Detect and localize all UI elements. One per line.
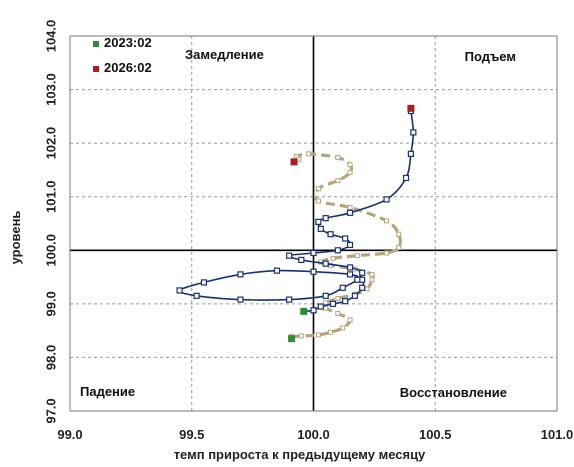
series-2-point bbox=[317, 225, 324, 232]
series-1-point bbox=[364, 286, 370, 292]
series-1-point bbox=[298, 333, 304, 339]
series-2-point bbox=[237, 296, 244, 303]
x-axis-title: темп прироста к предыдущему месяцу bbox=[174, 447, 426, 462]
series-2-point bbox=[286, 252, 293, 259]
end-point-marker bbox=[290, 158, 298, 166]
series-1-point bbox=[396, 245, 402, 251]
series-2-point bbox=[334, 247, 341, 254]
series-2-point bbox=[346, 264, 354, 271]
y-axis-title: уровень bbox=[8, 211, 23, 265]
series-2-point bbox=[410, 129, 417, 136]
series-1-point bbox=[335, 311, 341, 316]
series-1-point bbox=[384, 218, 390, 224]
series-2-point bbox=[339, 284, 346, 291]
series-2-point bbox=[310, 268, 317, 275]
series-2-point bbox=[359, 276, 366, 283]
series-2-point bbox=[402, 174, 410, 182]
series-1-point bbox=[315, 198, 321, 204]
series-2-point bbox=[354, 276, 361, 283]
series-2-point bbox=[322, 260, 329, 267]
series-1-point bbox=[330, 255, 336, 261]
series-1-point bbox=[315, 186, 321, 192]
y-tick-label: 98.0 bbox=[44, 345, 59, 370]
series-1-point bbox=[335, 296, 341, 301]
legend-swatch-start bbox=[93, 41, 99, 47]
series-2-point bbox=[237, 271, 244, 278]
series-2-point bbox=[298, 256, 305, 264]
x-tick-label: 99.0 bbox=[57, 427, 82, 442]
series-1-point bbox=[396, 231, 402, 237]
series-1-point bbox=[347, 204, 353, 210]
series-2-point bbox=[342, 298, 349, 305]
series-2-point bbox=[346, 209, 354, 216]
series-2-point bbox=[407, 150, 414, 157]
x-tick-label: 100.5 bbox=[419, 427, 452, 442]
series-1-point bbox=[347, 317, 353, 323]
quadrant-label-fall: Падение bbox=[80, 384, 135, 399]
series-2-point bbox=[286, 296, 293, 303]
series-1-point bbox=[354, 253, 360, 259]
series-1-point bbox=[335, 178, 341, 184]
y-tick-label: 97.0 bbox=[44, 398, 59, 423]
y-tick-label: 102.0 bbox=[44, 127, 59, 160]
x-tick-label: 100.0 bbox=[297, 427, 330, 442]
x-tick-label: 101.0 bbox=[541, 427, 574, 442]
series-2-point bbox=[317, 303, 324, 310]
series-2-point bbox=[351, 292, 358, 299]
series-2-point bbox=[342, 235, 349, 242]
x-tick-label: 99.5 bbox=[179, 427, 204, 442]
quadrant-label-recovery: Восстановление bbox=[400, 385, 507, 400]
series-1-point bbox=[369, 271, 375, 277]
endpoint-layer bbox=[288, 104, 415, 343]
x-tick-labels: 99.0 99.5 100.0 100.5 101.0 bbox=[57, 427, 573, 442]
series-2-point bbox=[176, 287, 183, 294]
legend: 2023:02 2026:02 bbox=[93, 35, 152, 75]
series-1-point bbox=[369, 277, 375, 283]
start-point-marker bbox=[288, 335, 296, 343]
series-2-point bbox=[346, 271, 354, 278]
quadrant-label-slowdown: Замедление bbox=[185, 47, 264, 62]
series-2-point bbox=[273, 267, 281, 274]
quadrant-label-rise: Подъем bbox=[465, 49, 516, 64]
y-tick-labels: 97.0 98.0 99.0 100.0 101.0 102.0 103.0 104.0 bbox=[44, 20, 59, 424]
series-2-point bbox=[193, 292, 200, 299]
y-tick-label: 104.0 bbox=[44, 20, 59, 53]
series-2-point bbox=[359, 284, 366, 291]
series-layer bbox=[176, 107, 417, 340]
series-2-point bbox=[359, 269, 366, 276]
series-2-point bbox=[329, 300, 337, 307]
y-tick-label: 103.0 bbox=[44, 73, 59, 106]
series-1-point bbox=[328, 329, 334, 335]
y-tick-label: 99.0 bbox=[44, 291, 59, 316]
end-point-marker bbox=[407, 104, 415, 112]
series-2-point bbox=[315, 218, 322, 225]
series-2-point bbox=[310, 307, 317, 314]
series-1-point bbox=[384, 250, 390, 256]
legend-label-end: 2026:02 bbox=[104, 60, 152, 75]
series-2-point bbox=[310, 249, 317, 257]
y-tick-label: 100.0 bbox=[44, 234, 59, 267]
series-1-point bbox=[323, 305, 329, 311]
legend-swatch-end bbox=[93, 66, 99, 72]
series-1-point bbox=[347, 162, 353, 168]
series-2-point bbox=[346, 241, 354, 249]
series-1-point bbox=[323, 300, 329, 306]
plot-border bbox=[69, 35, 558, 412]
series-2-point bbox=[383, 196, 390, 203]
grid bbox=[70, 36, 557, 411]
series-1-point bbox=[335, 155, 341, 161]
series-2-point bbox=[200, 279, 208, 286]
start-point-marker bbox=[300, 307, 308, 315]
series-1-point bbox=[347, 170, 353, 176]
series-2-point bbox=[322, 292, 329, 299]
series-1-point bbox=[306, 151, 312, 157]
series-1-point bbox=[315, 332, 321, 338]
legend-label-start: 2023:02 bbox=[104, 35, 152, 50]
series-1-point bbox=[340, 325, 346, 331]
series-2-point bbox=[322, 215, 329, 222]
series-2-point bbox=[327, 231, 334, 238]
y-tick-label: 101.0 bbox=[44, 180, 59, 213]
